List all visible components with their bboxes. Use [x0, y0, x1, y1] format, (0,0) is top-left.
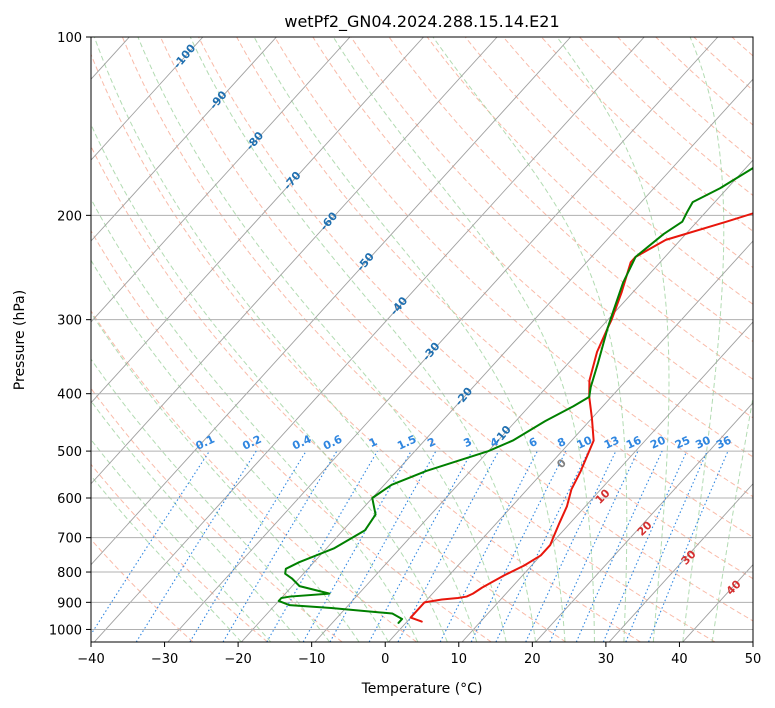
- isotherm-line: [314, 159, 753, 642]
- moist-adiabat-line: [93, 37, 478, 642]
- isotherm-line: [461, 321, 753, 642]
- mixing-ratio-label: 13: [602, 434, 621, 452]
- mixing-ratio-line: [575, 450, 663, 642]
- y-axis: 100 200 300 400 500 600 700 800 900 1000: [49, 31, 91, 638]
- mixing-ratio-line: [189, 450, 307, 642]
- moist-adiabat-line: [91, 197, 419, 642]
- mixing-ratio-line: [302, 450, 412, 642]
- isotherm-line: [91, 37, 204, 161]
- y-tick-label: 600: [57, 492, 82, 507]
- isotherm-line: [91, 37, 351, 323]
- dry-adiabat-line: [91, 53, 641, 642]
- chart-title: wetPf2_GN04.2024.288.15.14.E21: [284, 12, 559, 32]
- moist-adiabat-line: [332, 37, 595, 642]
- mixing-ratio-label: 10: [575, 433, 595, 451]
- isotherm-line: [91, 37, 277, 242]
- mixing-ratio-line: [368, 450, 473, 642]
- x-tick-label: 10: [451, 652, 468, 667]
- dewpoint-profile-line: [277, 166, 753, 624]
- moist-adiabat-line: [432, 37, 628, 642]
- y-tick-label: 1000: [49, 623, 82, 638]
- y-tick-label: 500: [57, 445, 82, 460]
- x-axis: −40 −30 −20 −10 0 10 20 30 40 50: [77, 642, 761, 667]
- x-tick-label: 0: [381, 652, 389, 667]
- mixing-ratio-label: 16: [624, 433, 644, 451]
- moist-adiabats: [91, 37, 753, 642]
- moist-adiabat-line: [711, 394, 753, 642]
- dry-adiabat-line: [159, 37, 753, 622]
- y-tick-label: 100: [57, 31, 82, 46]
- profile-series: [277, 166, 753, 624]
- moist-adiabat-line: [556, 37, 670, 642]
- y-tick-label: 700: [57, 532, 82, 547]
- moist-adiabat-line: [91, 474, 242, 642]
- x-tick-label: −20: [224, 652, 251, 667]
- moist-adiabat-line: [91, 400, 301, 642]
- moist-adiabat-line: [91, 438, 272, 642]
- y-axis-label: Pressure (hPa): [12, 290, 28, 390]
- x-tick-label: 40: [671, 652, 688, 667]
- mixing-ratio-label: 25: [673, 434, 692, 452]
- y-tick-label: 800: [57, 566, 82, 581]
- plot-frame: [90, 36, 754, 643]
- y-tick-label: 200: [57, 209, 82, 224]
- isotherms: [91, 37, 753, 642]
- x-tick-label: 20: [524, 652, 541, 667]
- plot-area: -100-90-80-70-60-50-40-30-20-100.1 0.2 0.4…: [91, 37, 753, 642]
- dry-adiabat-line: [274, 37, 753, 498]
- dry-adiabat-line: [198, 37, 753, 580]
- x-tick-label: −30: [151, 652, 178, 667]
- moist-adiabat-line: [189, 37, 537, 642]
- y-tick-label: 400: [57, 388, 82, 403]
- dry-adiabat-line: [312, 37, 753, 458]
- x-tick-label: 50: [745, 652, 762, 667]
- moist-adiabat-line: [91, 123, 448, 642]
- x-tick-label: −10: [298, 652, 325, 667]
- isotherm-line: [535, 402, 753, 642]
- isotherm-line: [388, 240, 753, 642]
- mixing-ratio-line: [329, 450, 437, 642]
- isotherm-line: [241, 78, 753, 642]
- isotherm-line: [167, 37, 719, 642]
- isotherm-line: [608, 483, 753, 642]
- isotherm-line: [91, 37, 424, 404]
- x-tick-label: 30: [598, 652, 615, 667]
- mixing-ratio-line: [91, 450, 210, 636]
- mixing-ratio-line: [625, 450, 708, 642]
- mixing-ratio-label: 30: [693, 433, 713, 451]
- mixing-ratio-line: [602, 450, 688, 642]
- x-axis-label: Temperature (°C): [361, 681, 483, 697]
- isotherm-line: [91, 37, 498, 485]
- dry-adiabat-line: [388, 37, 753, 380]
- mixing-ratio-label: 36: [714, 433, 734, 451]
- moist-adiabat-line: [253, 37, 566, 642]
- moist-adiabat-line: [137, 37, 507, 642]
- mixing-ratio-line: [135, 450, 257, 642]
- dry-adiabat-line: [91, 145, 567, 642]
- isotherm-line: [91, 37, 572, 566]
- moist-adiabat-line: [91, 311, 360, 642]
- moist-adiabat-line: [91, 259, 389, 642]
- mixing-ratio-line: [648, 450, 729, 642]
- moist-adiabat-line: [682, 37, 725, 642]
- mixing-ratio-line: [470, 450, 567, 642]
- pressure-gridlines: [91, 37, 753, 630]
- dry-adiabat-line: [426, 37, 753, 343]
- mixing-ratio-label: 20: [648, 433, 668, 451]
- isotherm-line: [93, 37, 645, 642]
- y-tick-label: 900: [57, 596, 82, 611]
- y-tick-label: 300: [57, 314, 82, 329]
- mixing-ratio-line: [439, 450, 538, 642]
- mixing-ratio-lines: [91, 450, 729, 642]
- x-tick-label: −40: [77, 652, 104, 667]
- dry-adiabat-line: [121, 37, 716, 642]
